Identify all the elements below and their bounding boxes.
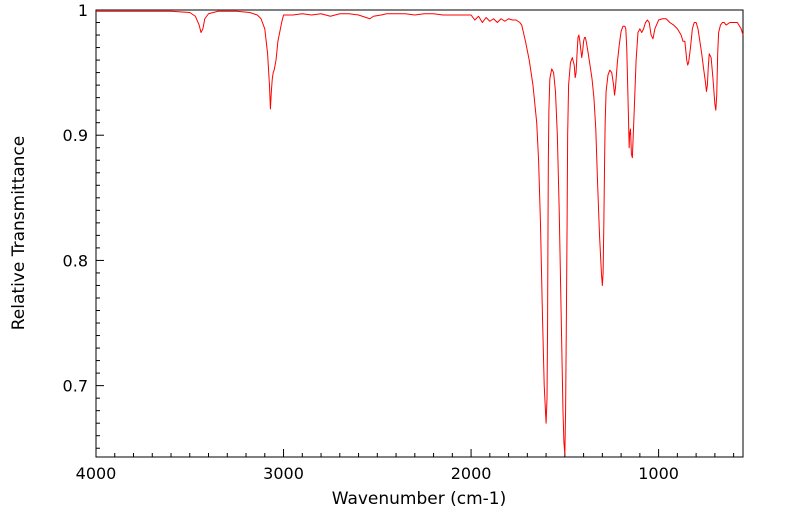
y-axis-ticks: 1 0.9 0.8 0.7	[63, 1, 104, 396]
y-axis-title: Relative Transmittance	[9, 136, 29, 331]
x-minor-ticks	[114, 453, 735, 457]
x-tick-label: 4000	[76, 464, 117, 483]
x-axis-title: Wavenumber (cm-1)	[332, 489, 507, 509]
x-axis-ticks: 4000 3000 2000 1000	[76, 449, 679, 483]
y-tick-label: 0.9	[63, 126, 88, 145]
y-tick-label: 1	[78, 1, 88, 20]
y-tick-label: 0.8	[63, 251, 88, 270]
x-tick-label: 3000	[263, 464, 304, 483]
plot-area-frame	[95, 9, 744, 458]
y-tick-label: 0.7	[63, 377, 88, 396]
spectrum-line	[96, 10, 744, 455]
x-tick-label: 2000	[451, 464, 492, 483]
y-minor-ticks	[96, 22, 100, 449]
x-tick-label: 1000	[638, 464, 679, 483]
